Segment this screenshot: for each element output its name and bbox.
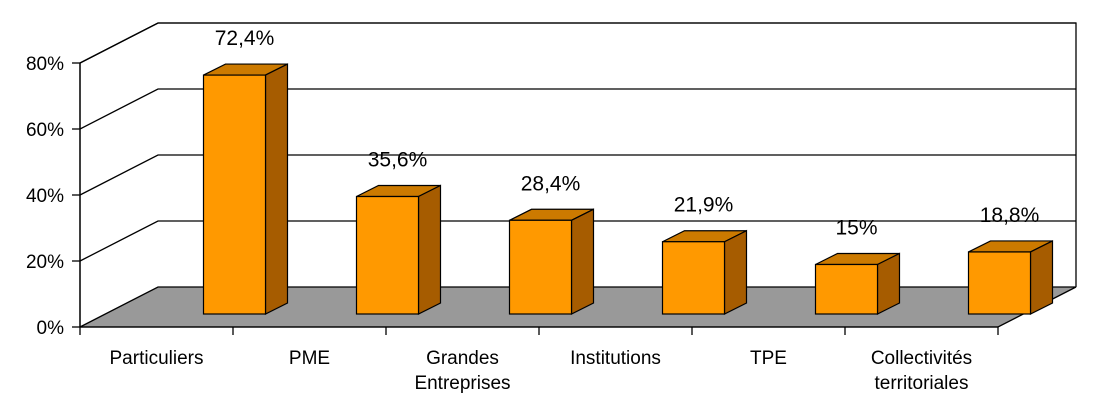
x-tick-label: TPE bbox=[750, 348, 787, 369]
bar-side bbox=[1029, 239, 1054, 315]
x-tick-label: Collectivités territoriales bbox=[871, 348, 972, 394]
gridline bbox=[79, 22, 1076, 64]
data-labels: 72,4% 35,6% 28,4% 21,9% 15% 18,8% bbox=[215, 27, 1040, 239]
x-tick-label-line: Particuliers bbox=[110, 348, 204, 369]
data-label: 28,4% bbox=[521, 172, 581, 195]
x-tick-label-line: Entreprises bbox=[414, 373, 510, 394]
bar bbox=[814, 252, 901, 315]
x-tick-label: Particuliers bbox=[110, 348, 204, 369]
gridline bbox=[79, 154, 1076, 196]
bar-front bbox=[202, 74, 267, 315]
bar-side bbox=[876, 252, 901, 315]
data-label: 35,6% bbox=[368, 149, 428, 172]
gridlines bbox=[79, 22, 1076, 262]
y-tick-label: 0% bbox=[37, 318, 65, 339]
bar-front bbox=[355, 195, 420, 315]
x-tick-label-line: TPE bbox=[750, 348, 787, 369]
data-label: 15% bbox=[835, 217, 877, 240]
x-tick-label-line: PME bbox=[289, 348, 330, 369]
bar-front bbox=[814, 263, 879, 315]
gridline bbox=[79, 220, 1076, 262]
bar-front bbox=[508, 219, 573, 315]
bar-front bbox=[967, 251, 1032, 315]
x-tick-label-line: Grandes bbox=[426, 348, 499, 369]
data-label: 18,8% bbox=[980, 204, 1040, 227]
x-axis: Particuliers PME Grandes Entreprises Institu… bbox=[79, 326, 999, 394]
data-label: 21,9% bbox=[674, 194, 734, 217]
bars bbox=[202, 63, 1054, 315]
bar-side bbox=[723, 229, 748, 315]
y-tick-label: 80% bbox=[26, 54, 64, 75]
bar-side bbox=[264, 63, 289, 315]
x-tick-label-line: Institutions bbox=[570, 348, 661, 369]
y-tick-label: 40% bbox=[26, 186, 64, 207]
gridline bbox=[79, 88, 1076, 130]
x-tick-label-line: Collectivités bbox=[871, 348, 972, 369]
bar-side bbox=[417, 184, 442, 315]
x-tick-label: Grandes Entreprises bbox=[414, 348, 510, 394]
y-tick-label: 20% bbox=[26, 252, 64, 273]
bar-front bbox=[661, 241, 726, 315]
bar bbox=[967, 239, 1054, 315]
bar bbox=[355, 184, 442, 315]
bar-side bbox=[570, 208, 595, 315]
x-tick-label: Institutions bbox=[570, 348, 661, 369]
bar bbox=[202, 63, 289, 315]
x-tick-label: PME bbox=[289, 348, 330, 369]
data-label: 72,4% bbox=[215, 27, 275, 50]
x-tick-label-line: territoriales bbox=[875, 373, 969, 394]
y-axis: 0% 20% 40% 60% 80% bbox=[26, 54, 81, 339]
bar bbox=[661, 229, 748, 315]
y-tick-label: 60% bbox=[26, 120, 64, 141]
bar bbox=[508, 208, 595, 315]
